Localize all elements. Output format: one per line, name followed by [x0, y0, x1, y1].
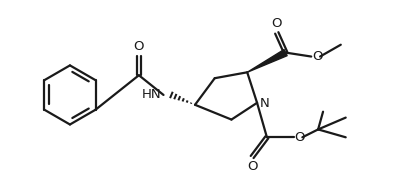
Text: O: O	[294, 131, 305, 144]
Text: O: O	[272, 17, 282, 30]
Text: O: O	[312, 50, 323, 63]
Text: O: O	[247, 160, 257, 173]
Text: HN: HN	[142, 88, 162, 101]
Text: N: N	[260, 97, 270, 110]
Text: O: O	[134, 40, 144, 53]
Polygon shape	[247, 50, 287, 72]
